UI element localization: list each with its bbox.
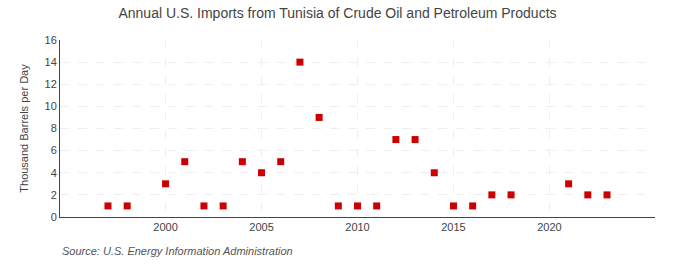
svg-text:2020: 2020	[537, 221, 561, 233]
svg-text:16: 16	[45, 34, 57, 46]
svg-text:8: 8	[51, 122, 57, 134]
svg-text:12: 12	[45, 78, 57, 90]
svg-text:Source: U.S. Energy Informatio: Source: U.S. Energy Information Administ…	[62, 245, 293, 257]
svg-text:Thousand Barrels per Day: Thousand Barrels per Day	[18, 64, 30, 193]
svg-text:2: 2	[51, 189, 57, 201]
svg-text:0: 0	[51, 211, 57, 223]
svg-text:6: 6	[51, 144, 57, 156]
svg-text:2000: 2000	[153, 221, 177, 233]
svg-text:2005: 2005	[249, 221, 273, 233]
svg-text:14: 14	[45, 56, 57, 68]
svg-text:2015: 2015	[441, 221, 465, 233]
svg-text:2010: 2010	[345, 221, 369, 233]
svg-text:10: 10	[45, 100, 57, 112]
svg-text:4: 4	[51, 167, 57, 179]
svg-text:Annual U.S. Imports from Tunis: Annual U.S. Imports from Tunisia of Crud…	[118, 5, 556, 21]
